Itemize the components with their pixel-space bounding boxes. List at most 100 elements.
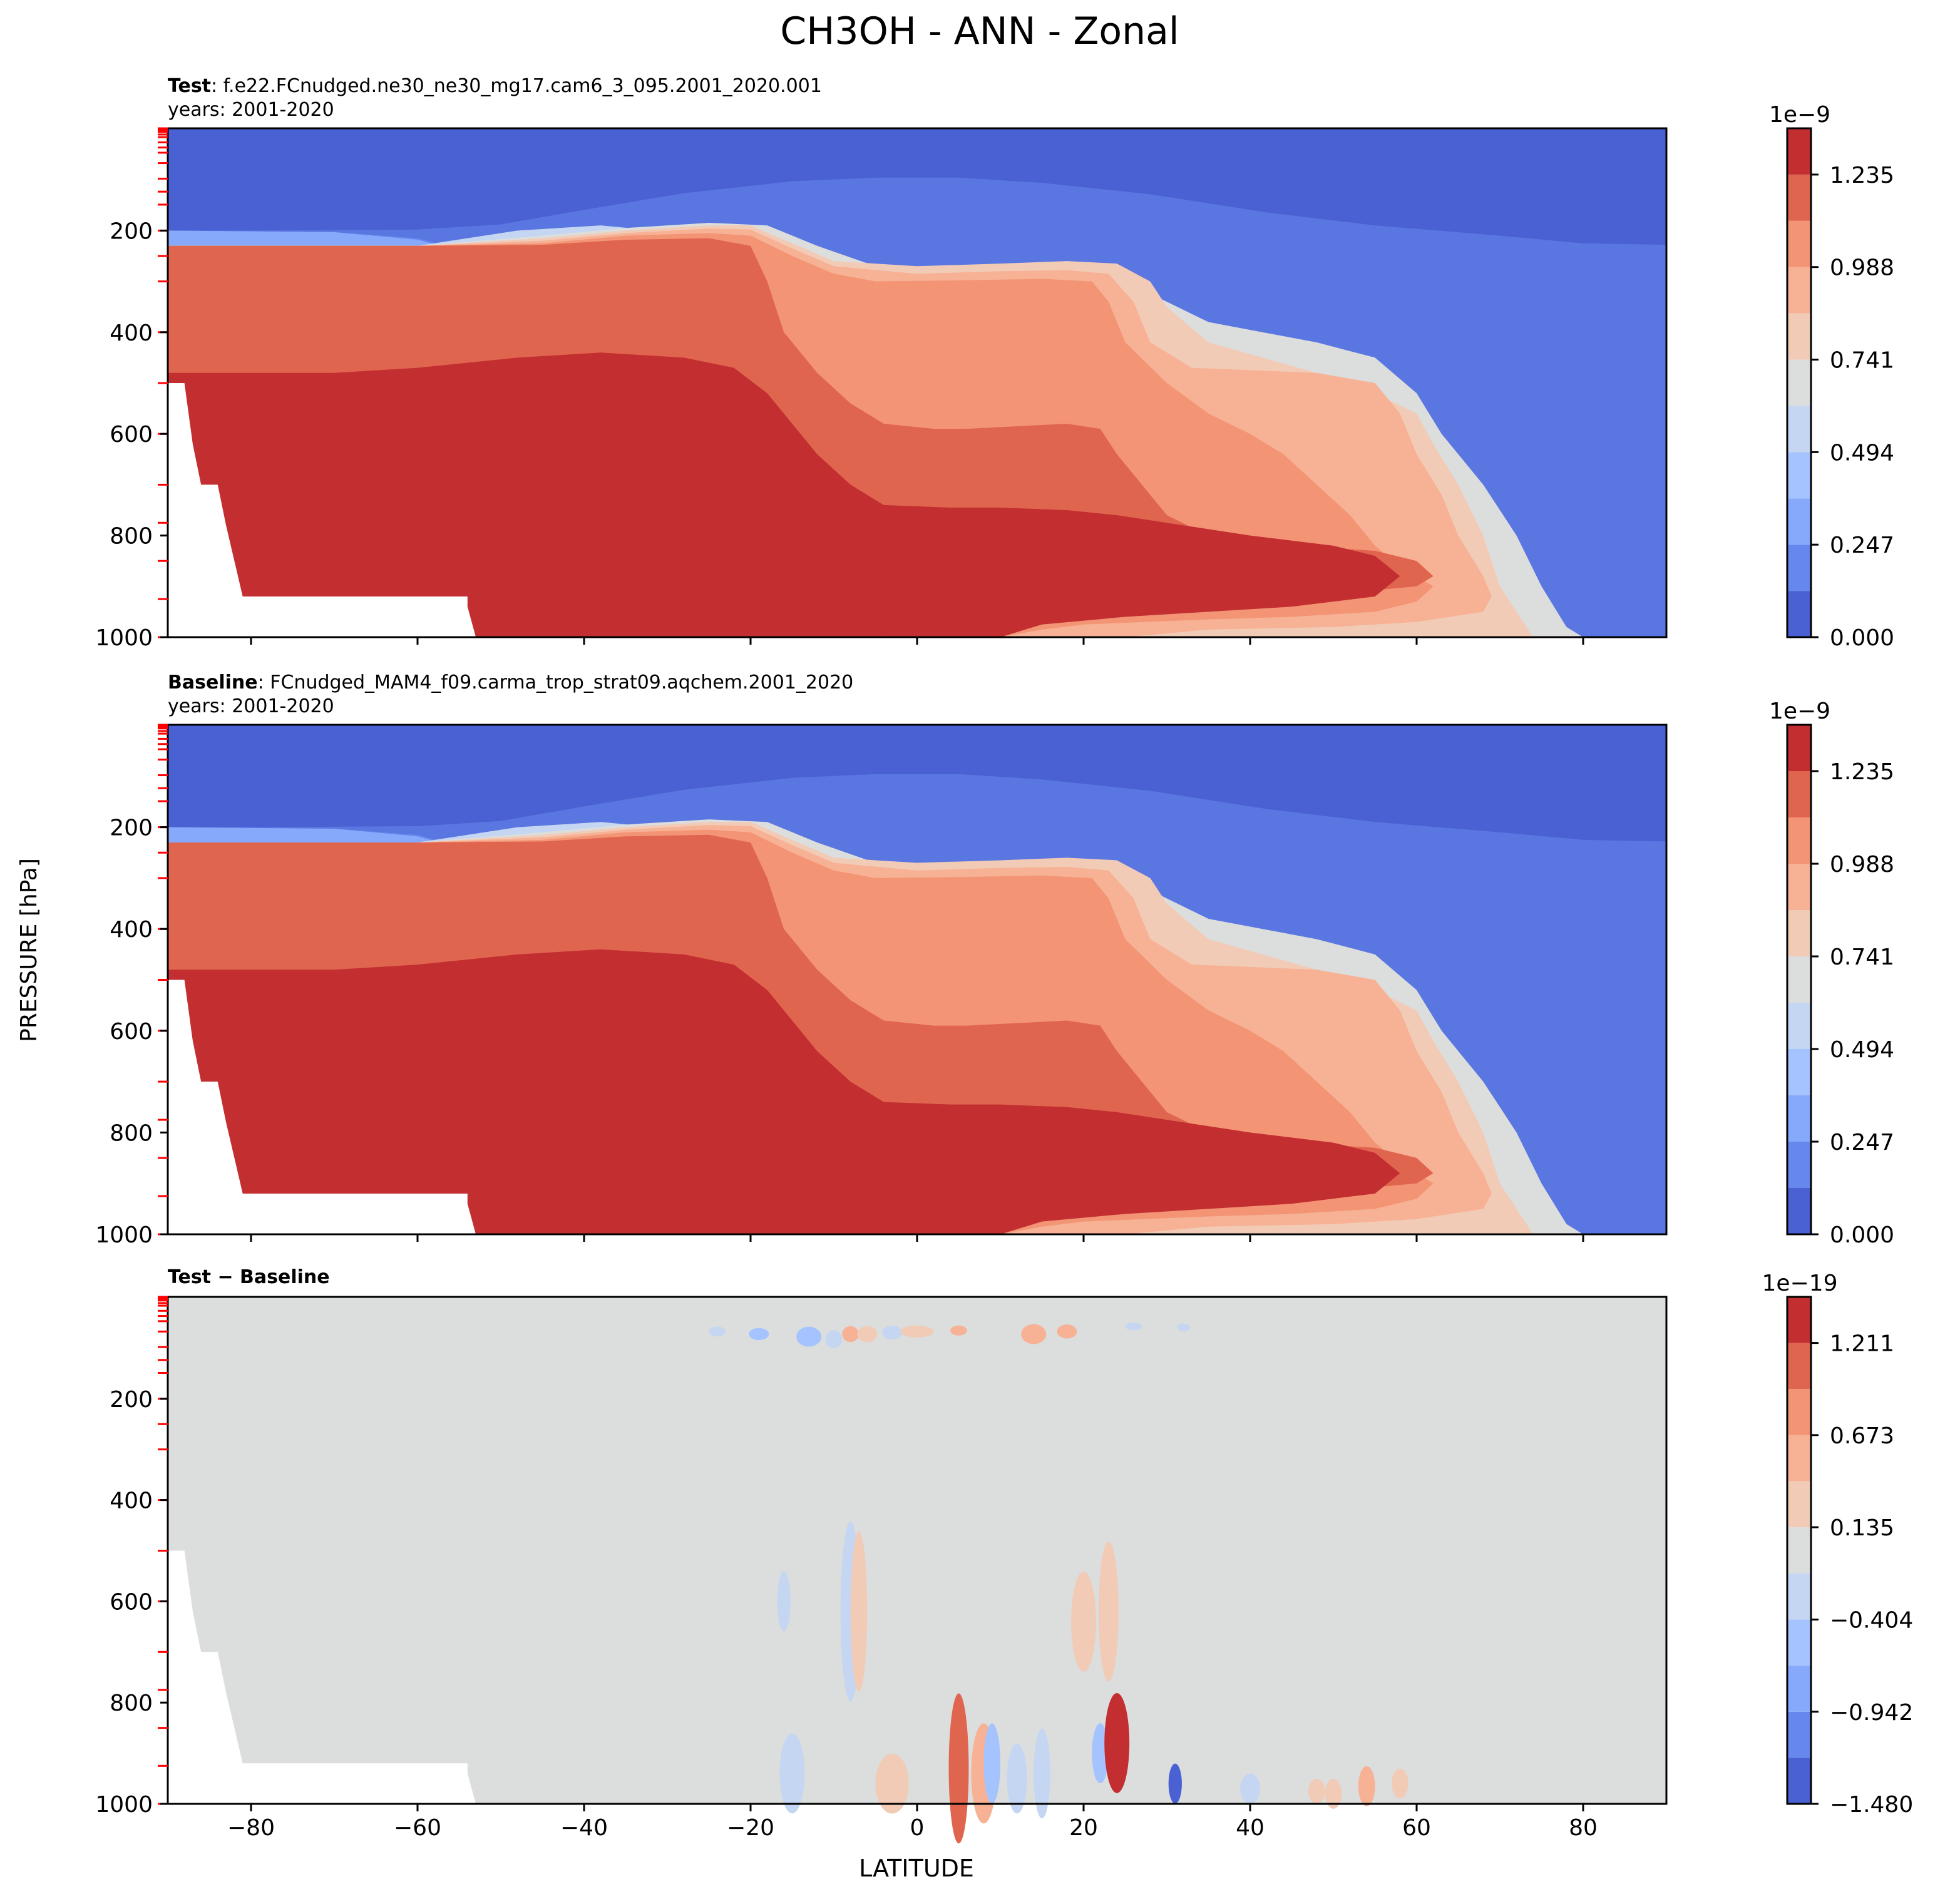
topography-mask xyxy=(168,383,476,637)
x-tick-label: 80 xyxy=(1569,1815,1598,1841)
colorbar-tick-label: 0.000 xyxy=(1830,625,1894,651)
colorbar-band xyxy=(1787,267,1811,314)
colorbar-band xyxy=(1787,1188,1811,1234)
colorbar-band xyxy=(1787,1527,1811,1574)
y-tick-label: 800 xyxy=(110,1691,153,1716)
difference-blob xyxy=(1098,1541,1119,1682)
y-tick-label: 1000 xyxy=(95,625,153,651)
difference-blob xyxy=(882,1325,903,1340)
contour-band xyxy=(168,1013,1101,1234)
difference-blob xyxy=(1125,1323,1142,1331)
x-tick-label: −80 xyxy=(227,1815,275,1841)
colorbar-tick-label: 0.247 xyxy=(1830,533,1894,558)
panel-baseline: Baseline: FCnudged_MAM4_f09.carma_trop_s… xyxy=(95,672,1894,1248)
difference-blob xyxy=(1392,1768,1408,1799)
difference-blob xyxy=(709,1326,726,1337)
y-tick-label: 800 xyxy=(110,524,153,550)
difference-blob xyxy=(857,1326,878,1343)
difference-blob xyxy=(1358,1766,1375,1806)
colorbar-band xyxy=(1787,864,1811,910)
x-tick-label: −20 xyxy=(727,1815,774,1841)
colorbar-band xyxy=(1787,771,1811,817)
colorbar-band xyxy=(1787,1343,1811,1390)
colorbar-tick-label: 0.494 xyxy=(1830,440,1894,466)
colorbar-tick-label: 0.000 xyxy=(1830,1222,1894,1248)
difference-blob xyxy=(749,1328,769,1341)
difference-blob xyxy=(779,1733,805,1814)
x-tick-label: −60 xyxy=(394,1815,441,1841)
panel-title-rest: : f.e22.FCnudged.ne30_ne30_mg17.cam6_3_0… xyxy=(211,75,822,97)
colorbar-band xyxy=(1787,220,1811,267)
colorbar-band xyxy=(1787,1758,1811,1804)
colorbar-frame xyxy=(1786,127,1812,638)
x-tick-label: 60 xyxy=(1402,1815,1431,1841)
colorbar-tick-label: 0.741 xyxy=(1830,944,1894,970)
colorbar-band xyxy=(1787,1619,1811,1666)
panels: Test: f.e22.FCnudged.ne30_ne30_mg17.cam6… xyxy=(95,75,1913,1844)
colorbar-band xyxy=(1787,313,1811,360)
panel-subtitle: years: 2001-2020 xyxy=(168,695,334,717)
colorbar-band xyxy=(1787,1389,1811,1435)
y-tick-label: 1000 xyxy=(95,1222,153,1248)
colorbar-band xyxy=(1787,174,1811,221)
difference-blob xyxy=(875,1753,909,1814)
panel-title-bold: Test xyxy=(168,75,211,97)
panel-subtitle: years: 2001-2020 xyxy=(168,99,334,121)
colorbar-band xyxy=(1787,498,1811,545)
colorbar-band xyxy=(1787,545,1811,591)
y-tick-label: 200 xyxy=(110,816,153,841)
x-tick-label: 0 xyxy=(910,1815,925,1841)
difference-blob xyxy=(1240,1773,1260,1804)
difference-blob xyxy=(950,1325,967,1336)
difference-blob xyxy=(983,1723,1000,1804)
colorbar-band xyxy=(1787,1049,1811,1095)
panel-test: Test: f.e22.FCnudged.ne30_ne30_mg17.cam6… xyxy=(95,75,1894,651)
colorbar-tick-label: 0.494 xyxy=(1830,1037,1894,1063)
difference-blob xyxy=(1176,1323,1191,1331)
colorbar-tick-label: 1.211 xyxy=(1830,1331,1894,1357)
difference-blob xyxy=(850,1531,868,1692)
colorbar-tick-label: 1.235 xyxy=(1830,759,1894,785)
y-tick-label: 600 xyxy=(110,1589,153,1615)
panel-title-bold: Baseline xyxy=(168,672,258,694)
colorbar-band xyxy=(1787,128,1811,175)
colorbar-exponent: 1e−9 xyxy=(1769,699,1830,724)
colorbar-tick-label: 1.235 xyxy=(1830,163,1894,188)
colorbar-band xyxy=(1787,910,1811,956)
colorbar-band xyxy=(1787,591,1811,637)
difference-blob xyxy=(1104,1693,1130,1793)
contour-layer xyxy=(168,128,1666,637)
colorbar-tick-label: 0.988 xyxy=(1830,255,1894,281)
y-tick-label: 600 xyxy=(110,1019,153,1045)
colorbar-band xyxy=(1787,817,1811,864)
colorbar-band xyxy=(1787,1003,1811,1049)
topography-mask xyxy=(168,1550,476,1804)
colorbar-band xyxy=(1787,359,1811,406)
difference-blob xyxy=(842,1326,859,1343)
difference-blob xyxy=(796,1326,822,1347)
topography-mask xyxy=(168,980,476,1234)
x-tick-label: 40 xyxy=(1236,1815,1265,1841)
panel-title-rest: : FCnudged_MAM4_f09.carma_trop_strat09.a… xyxy=(258,672,854,694)
colorbar-band xyxy=(1787,1142,1811,1188)
colorbar-tick-label: −0.942 xyxy=(1830,1700,1913,1726)
y-axis-label: PRESSURE [hPa] xyxy=(16,858,42,1042)
colorbar-exponent: 1e−9 xyxy=(1769,102,1830,128)
difference-blob xyxy=(777,1571,791,1632)
colorbar-band xyxy=(1787,406,1811,453)
x-tick-label: −40 xyxy=(560,1815,608,1841)
colorbar-band xyxy=(1787,1481,1811,1528)
colorbar-band xyxy=(1787,1711,1811,1758)
colorbar-frame xyxy=(1786,724,1812,1236)
colorbar-exponent: 1e−19 xyxy=(1762,1271,1837,1296)
colorbar-tick-label: −1.480 xyxy=(1830,1792,1913,1818)
panel-title: Test: f.e22.FCnudged.ne30_ne30_mg17.cam6… xyxy=(168,75,822,97)
y-tick-label: 200 xyxy=(110,1387,153,1413)
colorbar-band xyxy=(1787,956,1811,1003)
colorbar-band xyxy=(1787,1435,1811,1482)
difference-blob xyxy=(1325,1778,1342,1809)
difference-blob xyxy=(1057,1324,1077,1339)
panel-title-bold: Test − Baseline xyxy=(168,1266,330,1288)
colorbar-tick-label: −0.404 xyxy=(1830,1608,1913,1634)
y-tick-label: 400 xyxy=(110,1488,153,1514)
